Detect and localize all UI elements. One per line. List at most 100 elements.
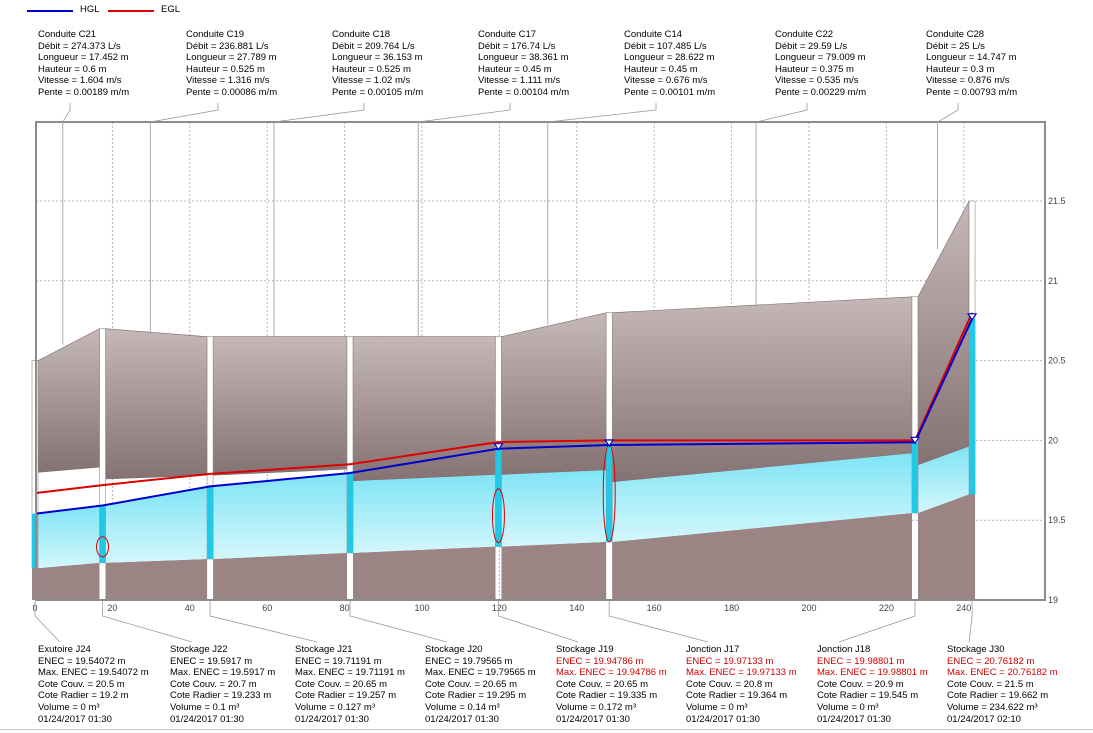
node-label-j21-row: ENEC = 19.71191 m (295, 655, 382, 667)
pipe-water (213, 473, 347, 559)
conduit-label-c18-row: Hauteur = 0.525 m (332, 63, 411, 75)
y-tick-label: 19.5 (1048, 515, 1066, 525)
legend-label: EGL (161, 4, 181, 15)
conduit-label-c21: Conduite C21 Débit = 274.373 L/s Longueur … (38, 29, 129, 99)
conduit-label-c17-row: Hauteur = 0.45 m (478, 63, 552, 75)
node-label-j22-row: Max. ENEC = 19.5917 m (170, 667, 276, 679)
node-label-j20-title: Stockage J20 (425, 644, 483, 655)
ground-below (969, 494, 976, 600)
ground-cover (611, 296, 913, 483)
conduit-label-c22-row: Vitesse = 0.535 m/s (775, 75, 859, 87)
x-tick-label: 120 (492, 603, 507, 613)
conduit-label-c17: Conduite C17 Débit = 176.74 L/s Longueur =… (478, 29, 569, 99)
node-label-j22-row: Cote Couv. = 20.7 m (170, 678, 257, 690)
conduit-label-c21-row: Longueur = 17.452 m (38, 52, 129, 64)
node-label-j24-row: Cote Radier = 19.2 m (38, 690, 129, 702)
legend-label: HGL (80, 4, 100, 15)
node-label-j20-row: Cote Couv. = 20.65 m (425, 678, 517, 690)
conduit-leader (755, 103, 808, 305)
node-label-j19-row: Max. ENEC = 19.94786 m (556, 667, 667, 679)
water-level-marker (604, 439, 615, 448)
conduit-label-c18-row: Longueur = 36.153 m (332, 52, 423, 64)
conduit-label-c19-row: Débit = 236.881 L/s (186, 40, 269, 52)
node-label-j19-row: ENEC = 19.94786 m (556, 655, 644, 667)
node-leader (349, 601, 448, 643)
node-label-j20-row: Cote Radier = 19.295 m (425, 690, 527, 702)
conduit-label-c19-title: Conduite C19 (186, 29, 245, 40)
ground-below (213, 552, 347, 600)
conduit-leader (149, 103, 219, 333)
legend-swatch (27, 10, 73, 12)
node-label-j30-row: Max. ENEC = 20.76182 m (947, 667, 1058, 679)
ground-below (918, 494, 970, 600)
x-tick-label: 200 (801, 603, 816, 613)
legend-item-hgl: HGL (27, 4, 107, 18)
node-label-j21-row: Cote Radier = 19.257 m (295, 690, 397, 702)
pipe-water (918, 446, 970, 513)
conduit-label-c21-row: Pente = 0.00189 m/m (38, 86, 130, 98)
node-leader (102, 601, 193, 643)
node-label-j21-title: Stockage J21 (295, 644, 353, 655)
conduit-label-c22-title: Conduite C22 (775, 29, 834, 40)
node-label-j30-row: Volume = 234.622 m³ (947, 701, 1038, 713)
ground-below (501, 541, 607, 600)
conduit-label-c17-row: Pente = 0.00104 m/m (478, 86, 570, 98)
pipe-water (353, 474, 496, 553)
legend-swatch (108, 10, 154, 12)
conduit-label-c14-row: Vitesse = 0.676 m/s (624, 75, 708, 87)
y-tick-label: 20.5 (1048, 356, 1066, 366)
plot-frame (35, 121, 1046, 601)
ground-below (353, 546, 496, 600)
node-label-j18-row: 01/24/2017 01:30 (817, 713, 891, 725)
conduit-label-c14-row: Débit = 107.485 L/s (624, 40, 707, 52)
x-tick-label: 220 (879, 603, 894, 613)
water-level-marker (493, 443, 504, 451)
node-label-j20-row: 01/24/2017 01:30 (425, 713, 499, 725)
conduit-label-c22: Conduite C22 Débit = 29.59 L/s Longueur = … (775, 29, 866, 99)
node-label-j21-row: Volume = 0.127 m³ (295, 701, 376, 713)
x-tick-label: 100 (414, 603, 429, 613)
node-label-j22-row: 01/24/2017 01:30 (170, 713, 244, 725)
node-label-j24: Exutoire J24 ENEC = 19.54072 m Max. ENEC =… (38, 644, 149, 725)
node-water (606, 445, 613, 542)
conduit-label-c22-row: Pente = 0.00229 m/m (775, 86, 867, 98)
node-label-j19-row: Cote Radier = 19.335 m (556, 690, 658, 702)
y-tick-label: 19 (1048, 595, 1058, 605)
node-water (911, 442, 918, 514)
conduit-label-c22-row: Hauteur = 0.375 m (775, 63, 854, 75)
ground-below (38, 562, 100, 600)
node-label-j30-row: ENEC = 20.76182 m (947, 655, 1035, 667)
node-water (346, 472, 353, 553)
node-label-j22: Stockage J22 ENEC = 19.5917 m Max. ENEC = … (170, 644, 275, 725)
legend: HGL EGL (0, 0, 230, 22)
ground-cover (212, 336, 348, 476)
node-label-j20-row: Max. ENEC = 19.79565 m (425, 667, 536, 679)
node-label-j21: Stockage J21 ENEC = 19.71191 m Max. ENEC =… (295, 644, 405, 725)
conduit-label-c22-row: Débit = 29.59 L/s (775, 40, 848, 52)
node-label-j17-row: Cote Radier = 19.364 m (686, 690, 788, 702)
conduit-label-c14-row: Pente = 0.00101 m/m (624, 86, 716, 98)
conduit-label-c17-row: Débit = 176.74 L/s (478, 40, 556, 52)
y-tick-label: 21 (1048, 276, 1058, 286)
ground-cover (105, 328, 208, 480)
node-label-j30-row: 01/24/2017 02:10 (947, 713, 1021, 725)
conduit-label-c18-title: Conduite C18 (332, 29, 391, 40)
node-label-j24-row: 01/24/2017 01:30 (38, 713, 112, 725)
pipe-water (105, 486, 208, 563)
conduit-label-c18: Conduite C18 Débit = 209.764 L/s Longueur … (332, 29, 423, 99)
node-water (99, 505, 106, 563)
node-label-j18-row: Max. ENEC = 19.98801 m (817, 667, 928, 679)
conduit-label-c22-row: Longueur = 79.009 m (775, 52, 866, 64)
node-label-j30-title: Stockage J30 (947, 644, 1005, 655)
node-label-j24-title: Exutoire J24 (38, 644, 91, 655)
node-label-j17: Jonction J17 ENEC = 19.97133 m Max. ENEC =… (686, 644, 797, 725)
conduit-label-c18-row: Vitesse = 1.02 m/s (332, 75, 411, 87)
node-label-j24-row: Cote Couv. = 20.5 m (38, 678, 125, 690)
node-label-j18-row: Volume = 0 m³ (817, 701, 879, 713)
conduit-label-c21-title: Conduite C21 (38, 29, 97, 40)
node-label-j20-row: ENEC = 19.79565 m (425, 655, 513, 667)
node-label-j17-row: Cote Couv. = 20.8 m (686, 678, 773, 690)
y-tick-label: 20 (1048, 435, 1058, 445)
conduit-label-c19-row: Longueur = 27.789 m (186, 52, 277, 64)
